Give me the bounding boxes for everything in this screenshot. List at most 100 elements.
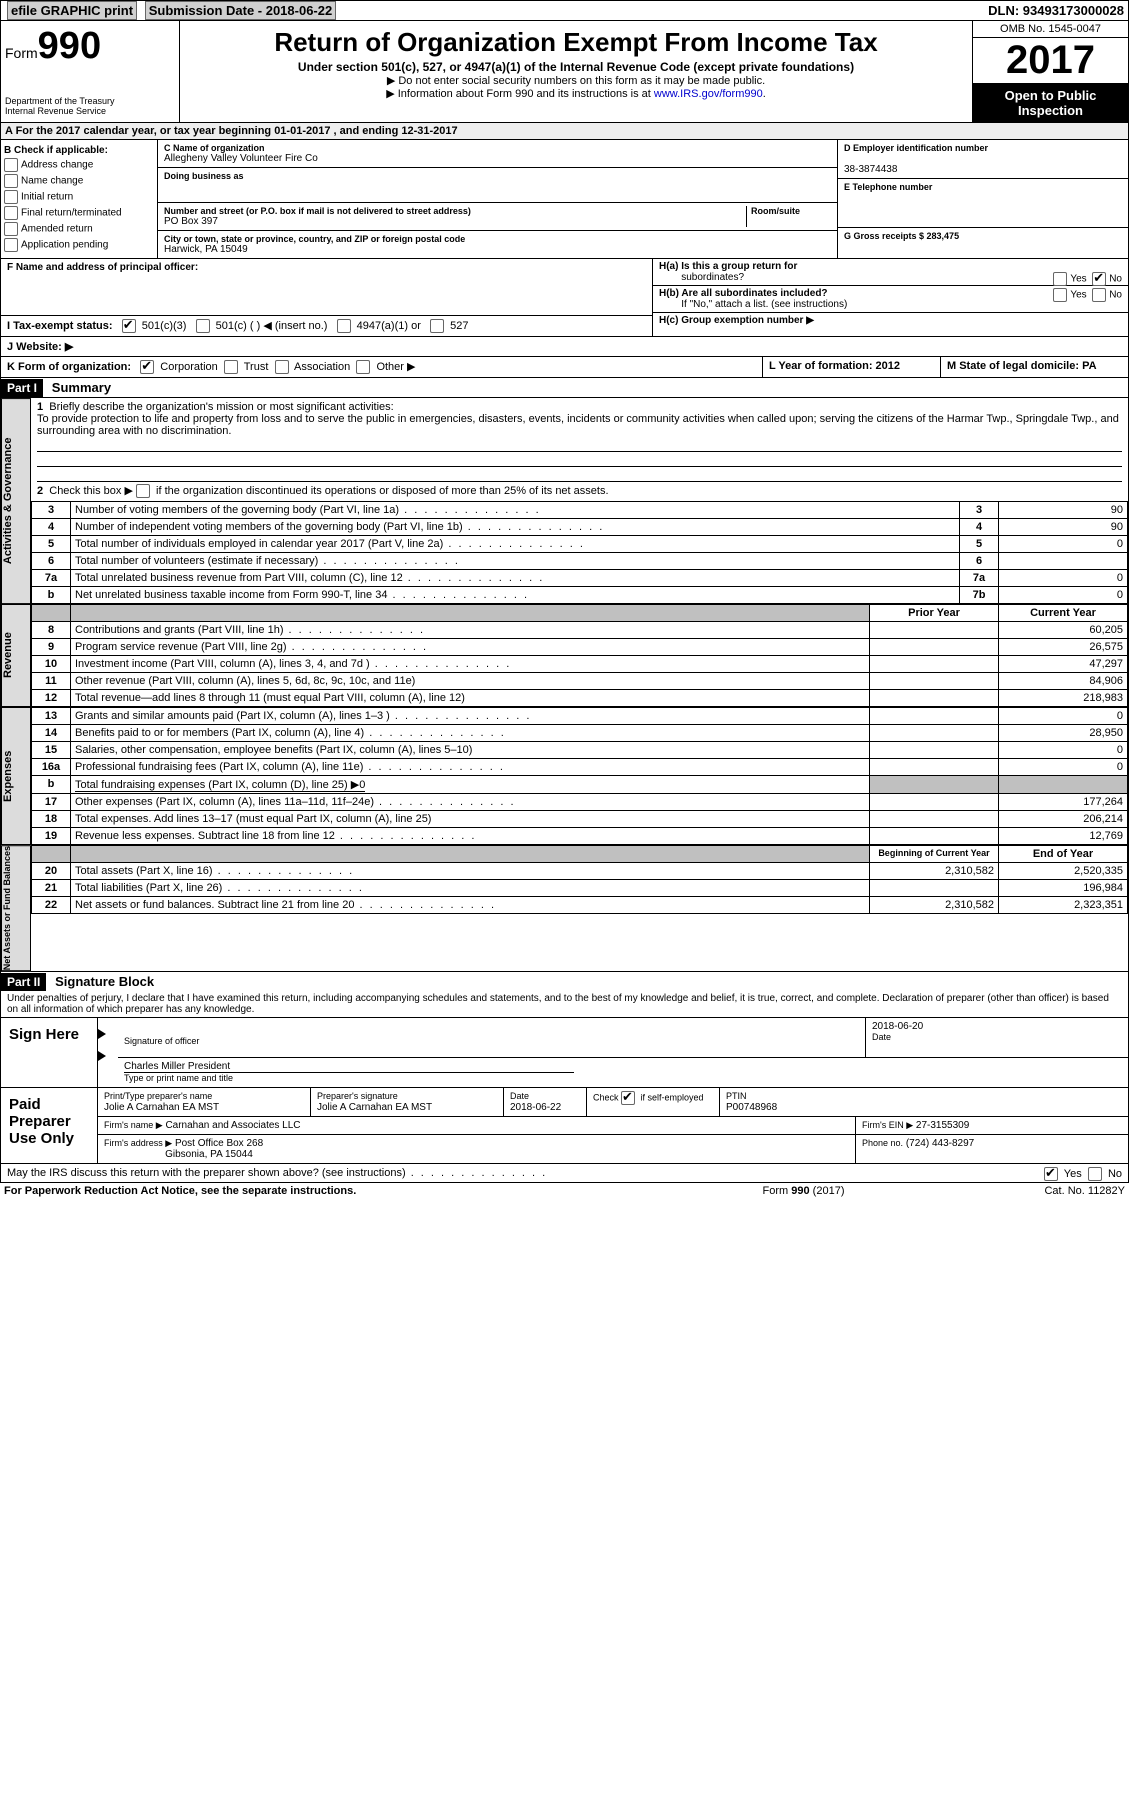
chk-trust: [224, 360, 238, 374]
revenue-table: Prior YearCurrent Year 8Contributions an…: [31, 604, 1128, 707]
expenses-label: Expenses: [1, 707, 31, 845]
addr-label: Number and street (or P.O. box if mail i…: [164, 206, 746, 216]
hb-label: H(b) Are all subordinates included?: [659, 288, 828, 299]
chk-application-pending: Application pending: [4, 238, 154, 252]
discuss-yes: [1044, 1167, 1058, 1181]
chk-name-change: Name change: [4, 174, 154, 188]
chk-final-return: Final return/terminated: [4, 206, 154, 220]
activities-governance-label: Activities & Governance: [1, 398, 31, 604]
header-right: OMB No. 1545-0047 2017 Open to PublicIns…: [972, 21, 1128, 122]
chk-4947: [337, 319, 351, 333]
chk-initial-return: Initial return: [4, 190, 154, 204]
part1-header: Part I: [1, 379, 43, 397]
sign-date: 2018-06-20: [872, 1021, 923, 1032]
expenses-table: 13Grants and similar amounts paid (Part …: [31, 707, 1128, 845]
chk-association: [275, 360, 289, 374]
activities-table: 3Number of voting members of the governi…: [31, 501, 1128, 604]
chk-address-change: Address change: [4, 158, 154, 172]
sign-here-block: Sign Here Signature of officer 2018-06-2…: [0, 1018, 1129, 1088]
ptin: P00748968: [726, 1102, 777, 1113]
form-header: Form990 Department of the Treasury Inter…: [0, 21, 1129, 123]
self-employed: Check if self-employed: [587, 1088, 720, 1117]
chk-501c3: [122, 319, 136, 333]
firm-address: Post Office Box 268: [175, 1138, 263, 1149]
net-table: Beginning of Current YearEnd of Year 20T…: [31, 845, 1128, 914]
part1-title: Summary: [46, 378, 117, 397]
column-d: D Employer identification number 38-38744…: [837, 140, 1128, 258]
paid-preparer-block: PaidPreparerUse Only Print/Type preparer…: [0, 1088, 1129, 1164]
form-number: Form990: [5, 25, 175, 68]
efile-label: efile GRAPHIC print: [7, 1, 137, 20]
hb-yes: [1053, 288, 1067, 302]
preparer-signature: Jolie A Carnahan EA MST: [317, 1102, 432, 1113]
dba-label: Doing business as: [164, 171, 831, 181]
revenue-label: Revenue: [1, 604, 31, 707]
header-left: Form990 Department of the Treasury Inter…: [1, 21, 180, 122]
hb-no: [1092, 288, 1106, 302]
row-i: I Tax-exempt status: 501(c)(3) 501(c) ( …: [1, 316, 652, 336]
part2-header: Part II: [1, 973, 46, 991]
ha-yes: [1053, 272, 1067, 286]
discuss-row: May the IRS discuss this return with the…: [0, 1164, 1129, 1183]
header-center: Return of Organization Exempt From Incom…: [180, 21, 972, 122]
discuss-no: [1088, 1167, 1102, 1181]
h-section: H(a) Is this a group return for subordin…: [652, 259, 1128, 336]
officer-label: F Name and address of principal officer:: [7, 262, 198, 273]
public-inspection: Open to PublicInspection: [973, 84, 1128, 122]
ha-no: [1092, 272, 1106, 286]
firm-name: Carnahan and Associates LLC: [165, 1120, 300, 1131]
room-label: Room/suite: [746, 206, 831, 227]
city-label: City or town, state or province, country…: [164, 234, 831, 244]
gross-receipts: G Gross receipts $ 283,475: [844, 231, 1122, 241]
officer-name: Charles Miller President: [124, 1061, 574, 1073]
org-name-label: C Name of organization: [164, 143, 831, 153]
chk-corporation: [140, 360, 154, 374]
preparer-name: Jolie A Carnahan EA MST: [104, 1102, 219, 1113]
firm-phone: (724) 443-8297: [906, 1138, 974, 1149]
city-state-zip: Harwick, PA 15049: [164, 244, 831, 255]
info-link-row: ▶ Information about Form 990 and its ins…: [184, 87, 968, 100]
chk-amended: Amended return: [4, 222, 154, 236]
irs-link[interactable]: www.IRS.gov/form990: [654, 88, 763, 100]
main-info: B Check if applicable: Address change Na…: [0, 140, 1129, 259]
row-k-l-m: K Form of organization: Corporation Trus…: [0, 357, 1129, 378]
dept-treasury: Department of the Treasury: [5, 96, 175, 106]
tax-year: 2017: [973, 38, 1128, 84]
ha-label: H(a) Is this a group return for: [659, 261, 797, 272]
ein-label: D Employer identification number: [844, 143, 1122, 153]
chk-527: [430, 319, 444, 333]
chk-501c: [196, 319, 210, 333]
ssn-warning: ▶ Do not enter social security numbers o…: [184, 74, 968, 87]
top-bar: efile GRAPHIC print Submission Date - 20…: [0, 0, 1129, 21]
penalties-text: Under penalties of perjury, I declare th…: [1, 991, 1128, 1017]
address: PO Box 397: [164, 216, 746, 227]
line2: Check this box ▶ if the organization dis…: [49, 485, 608, 497]
column-b: B Check if applicable: Address change Na…: [1, 140, 158, 258]
paid-preparer-label: PaidPreparerUse Only: [1, 1088, 98, 1163]
telephone-label: E Telephone number: [844, 182, 1122, 192]
net-assets-label: Net Assets or Fund Balances: [1, 845, 31, 971]
form-subtitle: Under section 501(c), 527, or 4947(a)(1)…: [184, 60, 968, 74]
prep-date: 2018-06-22: [510, 1102, 561, 1113]
row-j: J Website: ▶: [0, 337, 1129, 357]
part2-title: Signature Block: [49, 972, 160, 991]
dln: DLN: 93493173000028: [988, 3, 1124, 18]
mission-text: To provide protection to life and proper…: [37, 413, 1119, 437]
submission-date: Submission Date - 2018-06-22: [145, 1, 337, 20]
check-applicable-label: B Check if applicable:: [4, 145, 154, 156]
state-domicile: M State of legal domicile: PA: [940, 357, 1128, 377]
arrow-icon: [98, 1051, 106, 1061]
ein: 38-3874438: [844, 164, 1122, 175]
footer: For Paperwork Reduction Act Notice, see …: [0, 1183, 1129, 1199]
hc-label: H(c) Group exemption number ▶: [659, 315, 814, 326]
firm-ein: 27-3155309: [916, 1120, 969, 1131]
chk-other: [356, 360, 370, 374]
line1-label: Briefly describe the organization's miss…: [49, 401, 393, 413]
sign-here-label: Sign Here: [1, 1018, 98, 1087]
section-a: A For the 2017 calendar year, or tax yea…: [0, 123, 1129, 140]
column-c: C Name of organizationAllegheny Valley V…: [158, 140, 837, 258]
signature-line: Signature of officer: [118, 1018, 866, 1058]
omb-number: OMB No. 1545-0047: [973, 21, 1128, 38]
org-name: Allegheny Valley Volunteer Fire Co: [164, 153, 831, 164]
arrow-icon: [98, 1029, 106, 1039]
